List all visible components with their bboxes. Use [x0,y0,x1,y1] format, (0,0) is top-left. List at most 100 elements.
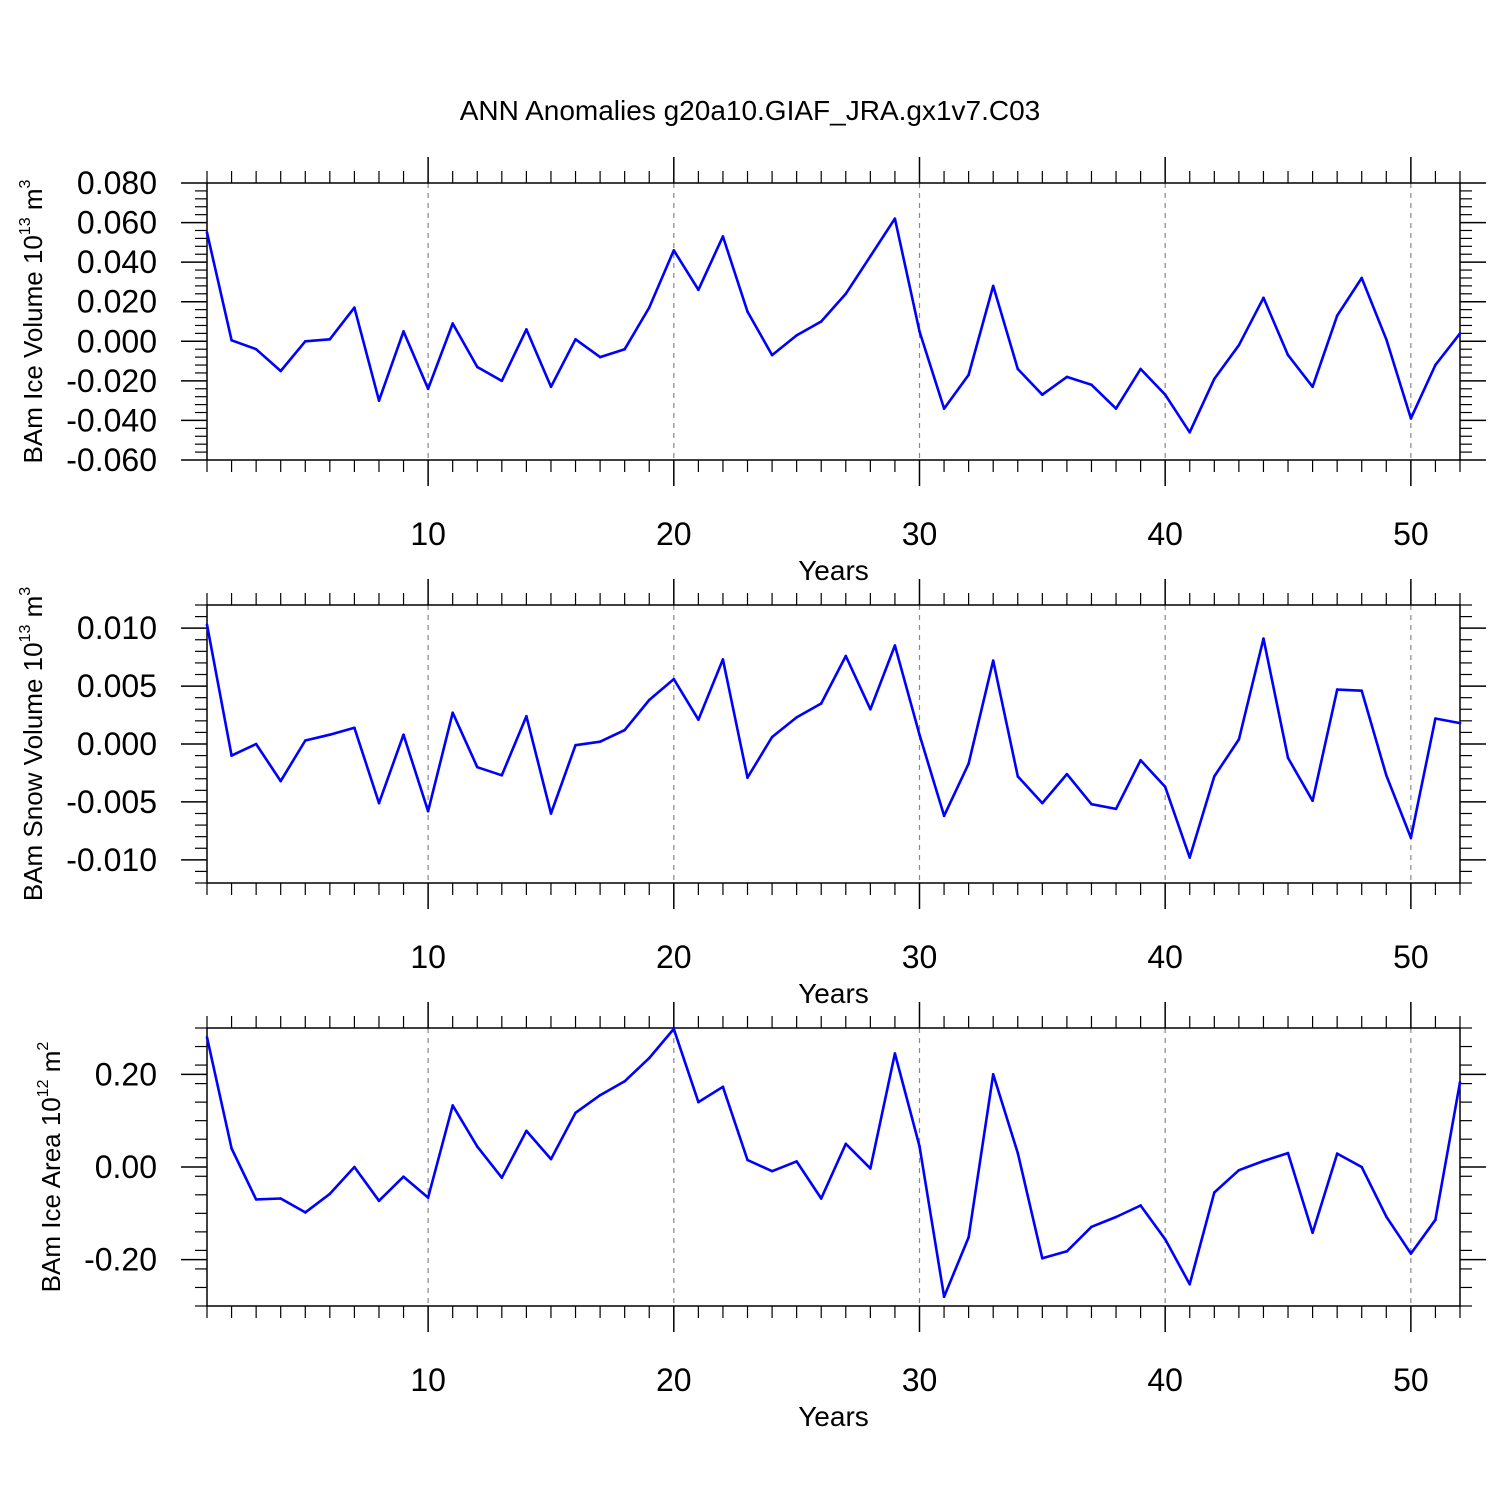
x-tick-label: 10 [410,516,446,552]
data-point [1262,296,1265,300]
data-point [1065,375,1069,379]
data-point [475,1145,479,1148]
data-point [500,773,504,777]
data-point [1360,1165,1364,1169]
data-point [303,1211,307,1214]
data-point [525,714,528,718]
data-point [770,735,774,739]
data-point [402,1175,405,1179]
data-point [1163,785,1167,789]
data-point [819,1197,823,1200]
data-point [254,1198,258,1201]
data-point [1434,717,1437,720]
data-point [672,677,676,681]
data-point [230,338,233,342]
data-point [795,716,798,719]
data-point [697,718,700,721]
data-point [1286,756,1290,760]
y-tick-label: -0.040 [66,402,157,438]
x-tick-label: 10 [410,1362,446,1398]
y-tick-label: -0.20 [84,1242,157,1278]
data-point [1311,1231,1314,1235]
data-point [1434,1218,1437,1222]
x-axis-title: Years [798,555,869,586]
y-tick-label: 0.020 [77,284,157,320]
data-point [967,373,970,377]
data-point [279,779,283,783]
data-point [254,347,258,351]
data-point [1016,367,1020,371]
data-point [549,385,553,389]
data-point [525,1129,528,1133]
plot-frame [206,182,1461,461]
y-tick-label: -0.020 [66,363,157,399]
data-point [869,254,872,258]
data-point [1384,773,1388,777]
data-point [1237,343,1241,347]
data-point [1458,721,1462,725]
data-point [426,809,430,813]
data-point [377,801,381,805]
data-point [1041,393,1044,397]
data-point [647,698,651,702]
data-point [746,310,749,313]
y-axis-title-unit: m [36,1051,66,1080]
data-point [721,658,725,661]
data-point [1384,338,1388,341]
data-point [230,1147,233,1150]
data-point [746,776,749,779]
x-tick-label: 20 [656,1362,692,1398]
data-point [1163,1237,1167,1241]
y-axis-title-unit: m [18,188,48,217]
data-point [1286,1151,1290,1155]
y-axis-title-main: BAm Ice Volume 10 [18,235,48,463]
data-point [623,1079,626,1083]
data-point [1065,1250,1069,1253]
data-point [549,1157,553,1161]
data-point [303,339,307,343]
data-point [795,1160,798,1163]
data-point [844,292,848,296]
data-point [1090,1225,1093,1229]
x-tick-label: 30 [902,516,938,552]
data-point [893,644,897,647]
data-point [1409,417,1413,420]
x-tick-label: 40 [1147,939,1183,975]
plot-frame [206,604,1461,884]
data-point [549,812,553,815]
data-point [1360,276,1364,280]
data-point [819,320,823,323]
data-point [598,1093,602,1097]
y-tick-label: 0.060 [77,205,157,241]
data-point [844,654,848,658]
x-tick-label: 40 [1147,1362,1183,1398]
data-point [451,1104,454,1107]
data-point [500,1176,504,1179]
y-axis-title-main: BAm Ice Area 10 [36,1097,66,1292]
data-point [205,1035,209,1039]
y-axis-title: BAm Ice Volume 1013 m3 [17,179,48,463]
data-point [721,235,725,238]
data-point [1188,431,1192,434]
data-point [426,387,430,391]
data-point [918,1144,921,1148]
data-point [574,743,577,747]
y-axis-title: BAm Ice Area 1012 m2 [35,1042,66,1293]
data-point [574,1111,577,1115]
data-point [230,754,233,757]
data-point [991,284,995,288]
y-tick-label: 0.20 [95,1056,157,1092]
data-point [279,369,283,373]
data-point [279,1197,283,1200]
data-point [795,334,798,337]
y-axis-title-unit-exponent: 3 [17,179,34,188]
y-axis-title-unit-exponent: 2 [35,1042,52,1051]
y-tick-label: 0.000 [77,726,157,762]
data-point [1237,1168,1241,1172]
data-point [500,379,504,383]
data-point [1114,807,1118,811]
plot-frame [206,1027,1461,1307]
y-axis-title: BAm Snow Volume 1013 m3 [17,587,48,901]
y-axis-title-exponent: 12 [35,1079,52,1097]
